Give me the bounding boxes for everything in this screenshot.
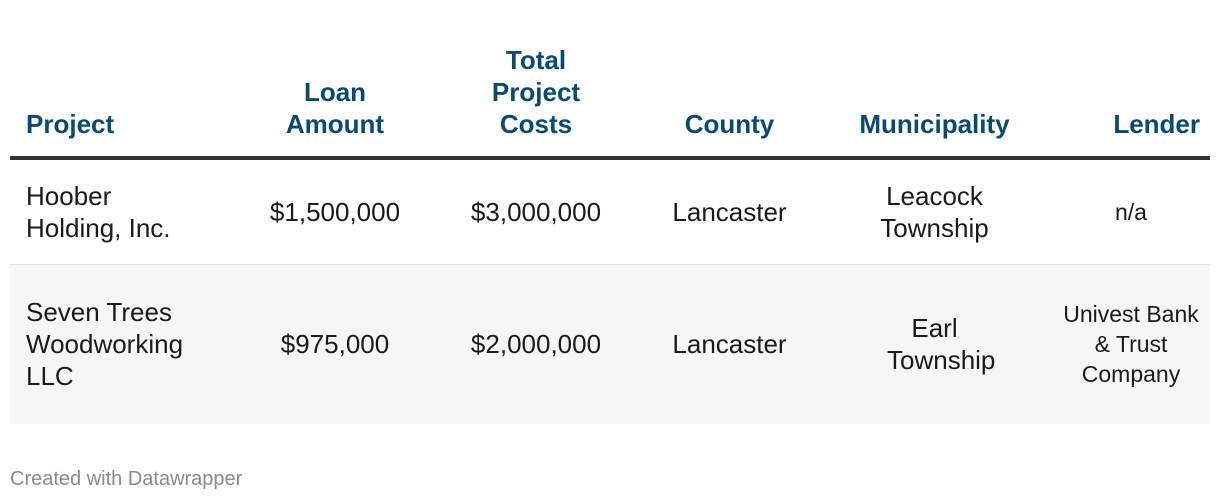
cell-lender: Univest Bank & Trust Company [1063,301,1199,388]
column-header-total-project-costs[interactable]: Total Project Costs [430,0,642,160]
column-header-lender[interactable]: Lender [1052,0,1210,160]
cell-municipality: Earl Township [887,313,996,376]
data-table-container: Project Loan Amount Total Project Costs … [10,0,1210,424]
column-header-municipality[interactable]: Municipality [817,0,1052,160]
column-header-loan-amount[interactable]: Loan Amount [240,0,430,160]
cell-total-project-costs: $2,000,000 [470,329,602,360]
cell-municipality: Leacock Township [880,180,989,243]
table-header: Project Loan Amount Total Project Costs … [10,0,1210,160]
column-header-project[interactable]: Project [10,0,240,160]
cell-loan-amount: $1,500,000 [269,196,401,227]
table-row: Seven Trees Woodworking LLC $975,000 $2,… [10,264,1210,424]
data-table: Project Loan Amount Total Project Costs … [10,0,1210,424]
table-body: Hoober Holding, Inc. $1,500,000 $3,000,0… [10,158,1210,424]
cell-total-project-costs: $3,000,000 [470,196,602,227]
table-row: Hoober Holding, Inc. $1,500,000 $3,000,0… [10,158,1210,264]
cell-loan-amount: $975,000 [280,329,390,360]
cell-lender: n/a [1115,198,1147,225]
cell-county: Lancaster [672,196,787,227]
cell-project: Hoober Holding, Inc. [26,180,171,243]
cell-project: Seven Trees Woodworking LLC [26,297,184,392]
datawrapper-credit[interactable]: Created with Datawrapper [10,468,243,490]
header-row: Project Loan Amount Total Project Costs … [10,0,1210,160]
column-header-county[interactable]: County [642,0,817,160]
cell-county: Lancaster [672,329,787,360]
